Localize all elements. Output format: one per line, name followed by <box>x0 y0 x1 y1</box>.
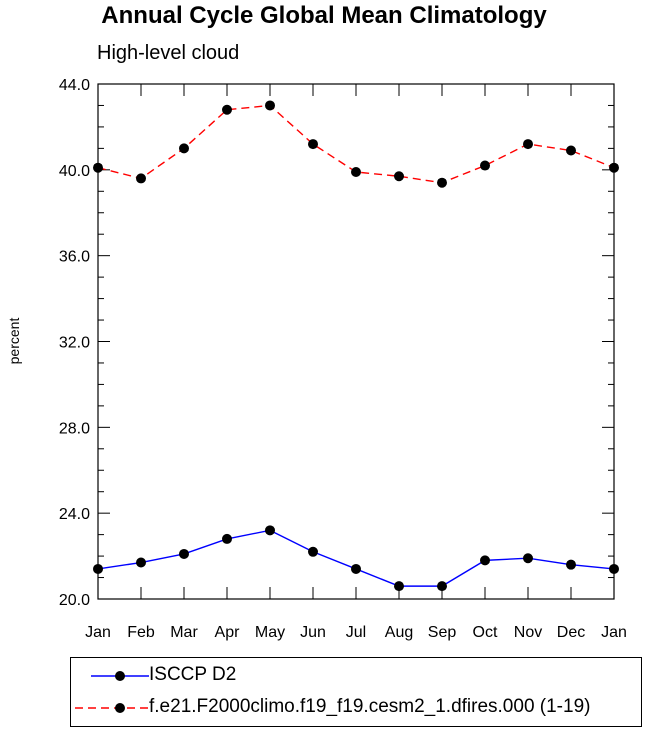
series-0-point <box>394 581 404 592</box>
chart-subtitle: High-level cloud <box>97 42 240 64</box>
series-0-point <box>437 581 447 592</box>
x-tick-label: Sep <box>428 624 457 641</box>
series-1-point <box>179 143 189 154</box>
x-tick-label: Apr <box>215 624 241 641</box>
series-1-point <box>609 162 619 173</box>
series-line-0 <box>97 529 615 587</box>
series-0-point <box>222 533 232 544</box>
series-1-point <box>222 104 232 115</box>
series-1-point <box>93 162 103 173</box>
x-tick-label: Jun <box>300 624 326 641</box>
x-tick-label: Jul <box>346 624 366 641</box>
series-0-point <box>523 553 533 564</box>
plot-frame <box>97 83 615 600</box>
line-chart: 20.0 24.0 28.0 32.0 36.0 40.0 44.0 Jan Feb Mar Apr… <box>59 77 627 641</box>
series-1-point <box>394 171 404 182</box>
series-1-point <box>308 139 318 150</box>
x-tick-label: Jan <box>601 624 627 641</box>
x-tick-label: Mar <box>170 624 198 641</box>
y-tick-label: 40.0 <box>59 163 90 180</box>
series-1-point <box>480 160 490 171</box>
legend-label-isccp: ISCCP D2 <box>149 664 237 685</box>
series-1-point <box>136 173 146 184</box>
y-tick-label: 28.0 <box>59 420 90 437</box>
x-tick-label: Nov <box>514 624 542 641</box>
y-tick-label: 44.0 <box>59 77 90 94</box>
series-0-point <box>179 548 189 559</box>
series-0-point <box>265 525 275 536</box>
series-1-point <box>523 139 533 150</box>
y-tick-label: 36.0 <box>59 249 90 266</box>
x-tick-label: Oct <box>473 624 498 641</box>
y-tick-label: 20.0 <box>59 592 90 609</box>
y-tick-label: 24.0 <box>59 506 90 523</box>
y-tick-label: 32.0 <box>59 335 90 352</box>
x-tick-label: Jan <box>85 624 111 641</box>
legend-label-cesm: f.e21.F2000climo.f19_f19.cesm2_1.dfires.… <box>149 696 591 717</box>
x-tick-label: Aug <box>385 624 413 641</box>
series-0-point <box>480 555 490 566</box>
series-1-point <box>351 166 361 177</box>
series-0-point <box>93 563 103 574</box>
series-1-point <box>265 100 275 111</box>
series-0-point <box>566 559 576 570</box>
chart-title: Annual Cycle Global Mean Climatology <box>101 2 547 29</box>
series-1-point <box>566 145 576 156</box>
legend-item-cesm: f.e21.F2000climo.f19_f19.cesm2_1.dfires.… <box>71 694 641 724</box>
legend-swatch-cesm <box>75 703 149 713</box>
series-1-point <box>437 177 447 188</box>
series-0-point <box>351 563 361 574</box>
legend-swatch-isccp <box>91 671 149 681</box>
legend-item-isccp: ISCCP D2 <box>71 662 641 692</box>
x-tick-label: May <box>255 624 285 641</box>
x-tick-label: Feb <box>127 624 155 641</box>
series-0-point <box>609 563 619 574</box>
legend: ISCCP D2 f.e21.F2000climo.f19_f19.cesm2_… <box>70 657 642 727</box>
series-0-point <box>308 546 318 557</box>
x-tick-label: Dec <box>557 624 585 641</box>
series-0-point <box>136 557 146 568</box>
